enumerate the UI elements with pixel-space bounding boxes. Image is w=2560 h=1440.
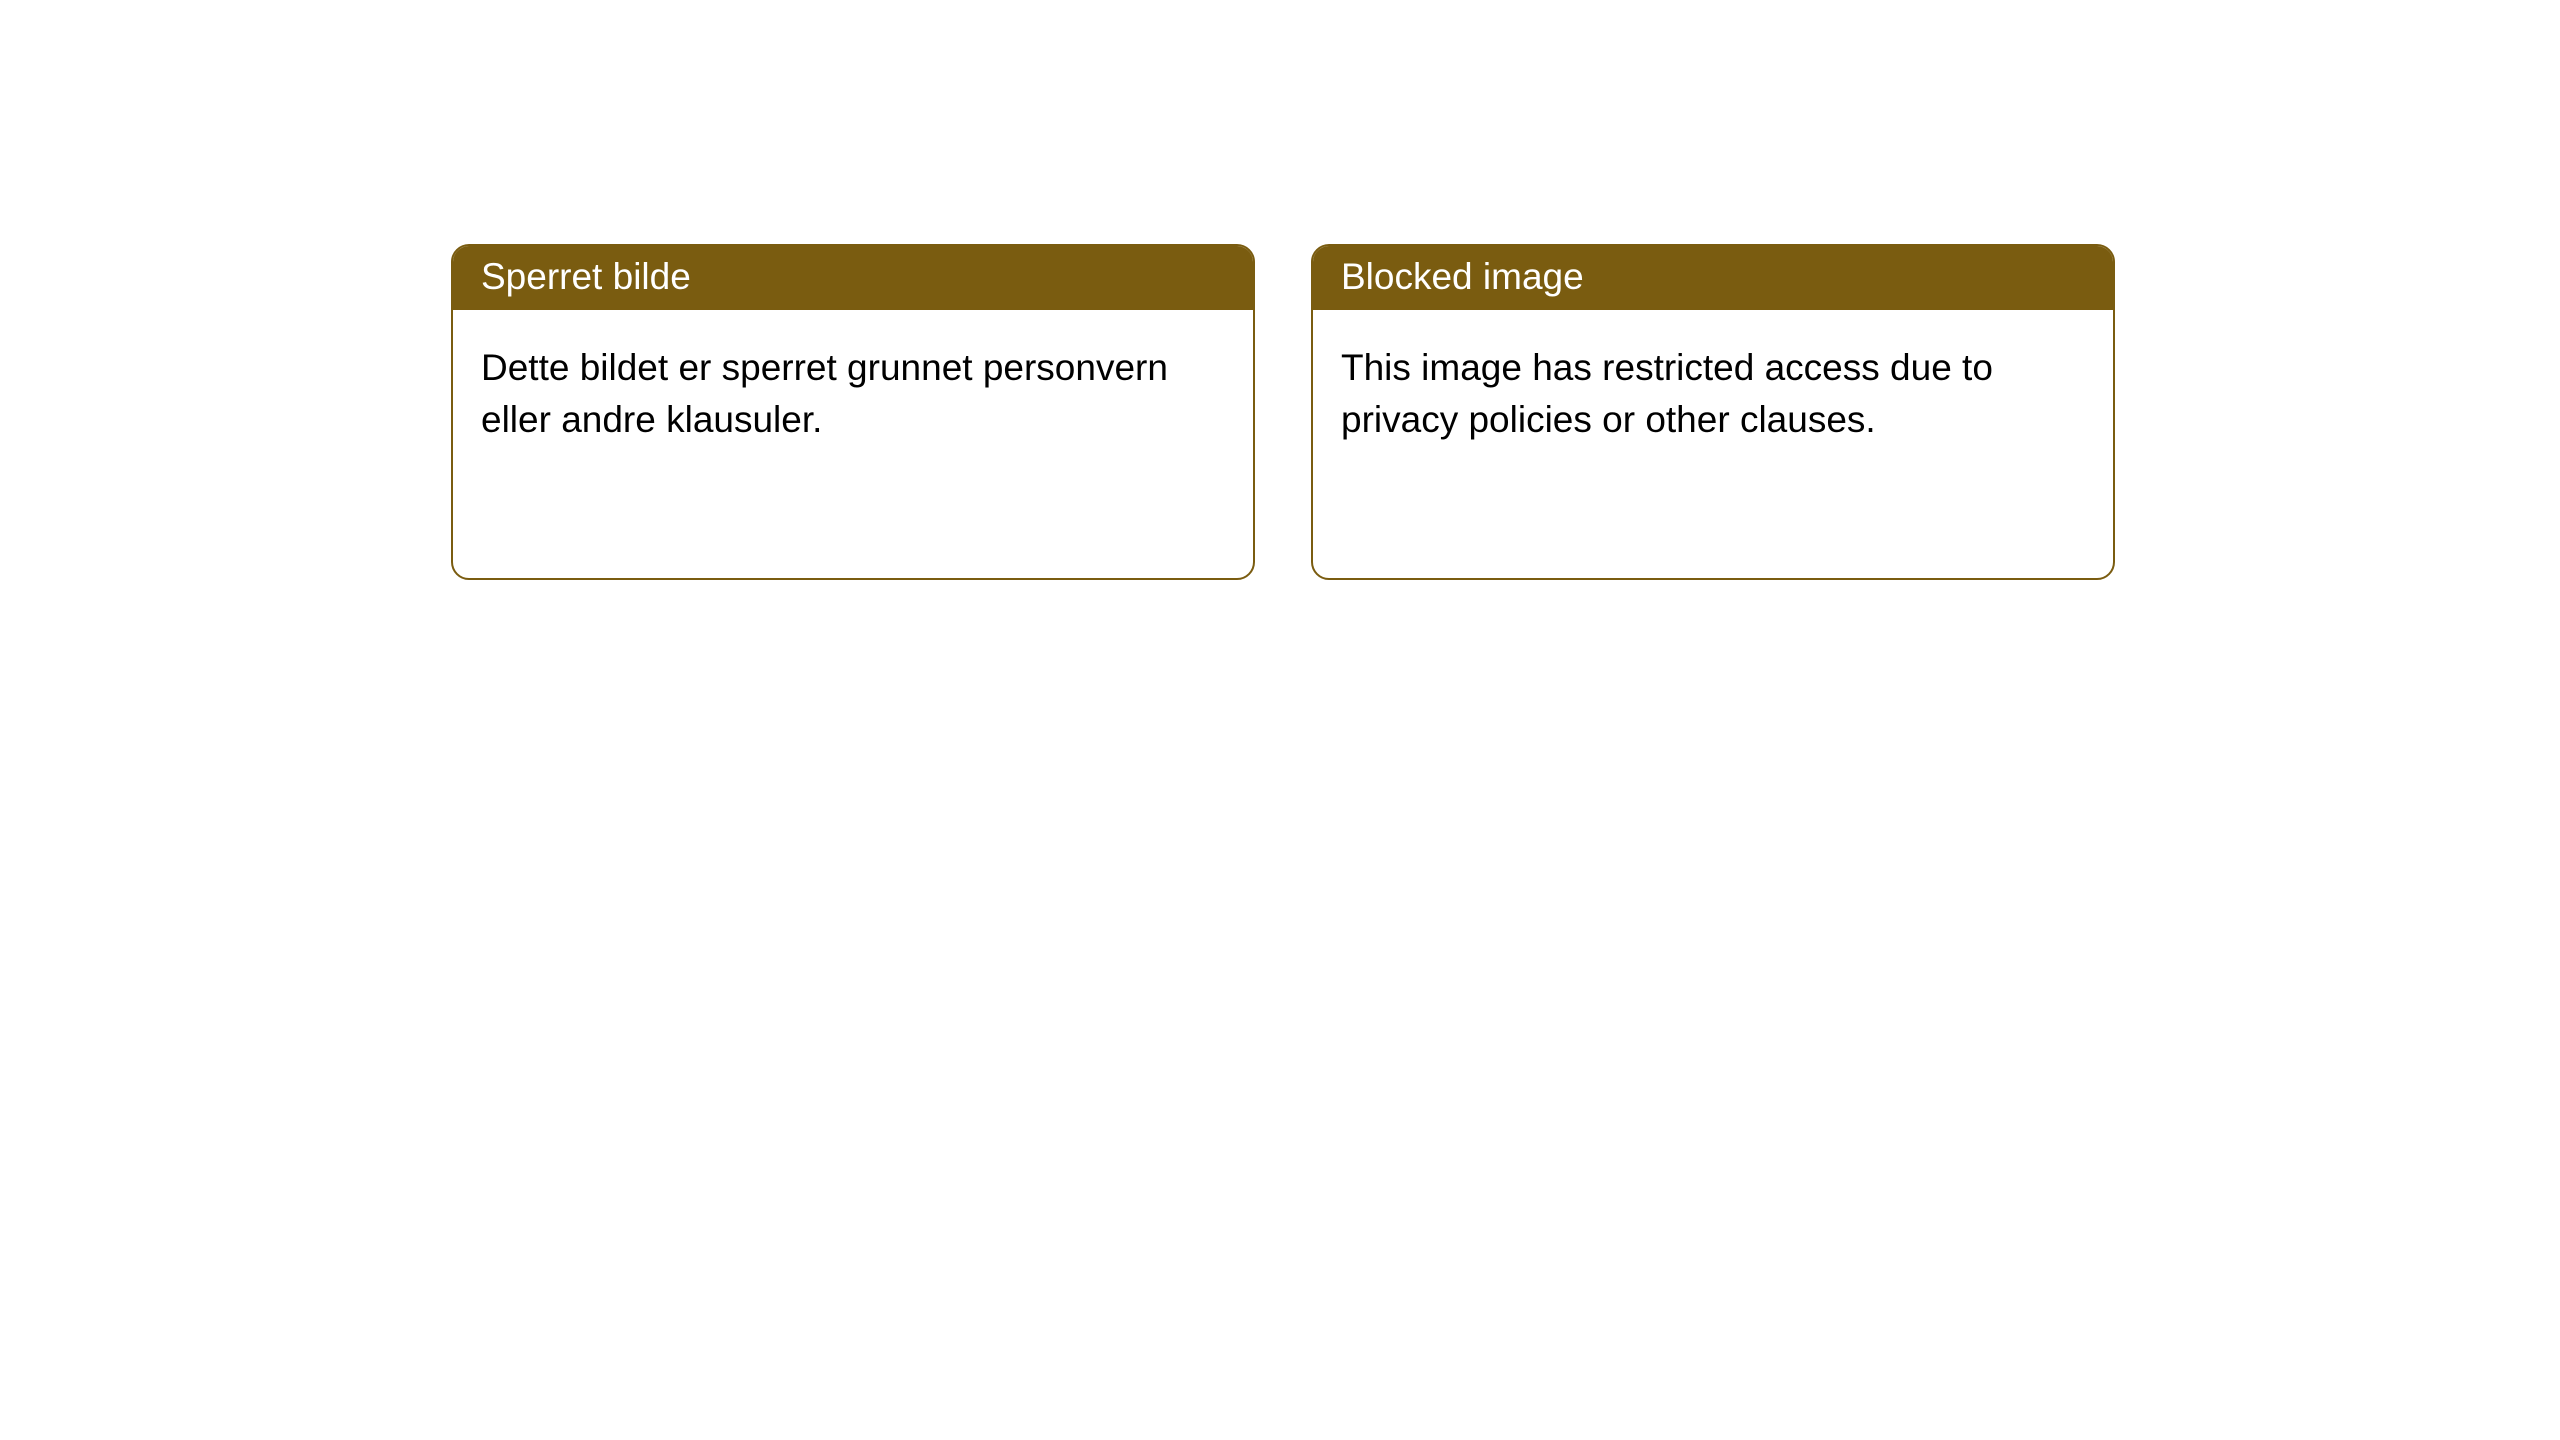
- notice-title: Sperret bilde: [481, 256, 691, 297]
- notice-box-english: Blocked image This image has restricted …: [1311, 244, 2115, 580]
- notice-container: Sperret bilde Dette bildet er sperret gr…: [0, 0, 2560, 580]
- notice-box-norwegian: Sperret bilde Dette bildet er sperret gr…: [451, 244, 1255, 580]
- notice-header: Sperret bilde: [453, 246, 1253, 310]
- notice-body: This image has restricted access due to …: [1313, 310, 2113, 478]
- notice-title: Blocked image: [1341, 256, 1584, 297]
- notice-body: Dette bildet er sperret grunnet personve…: [453, 310, 1253, 478]
- notice-body-text: This image has restricted access due to …: [1341, 347, 1993, 440]
- notice-body-text: Dette bildet er sperret grunnet personve…: [481, 347, 1168, 440]
- notice-header: Blocked image: [1313, 246, 2113, 310]
